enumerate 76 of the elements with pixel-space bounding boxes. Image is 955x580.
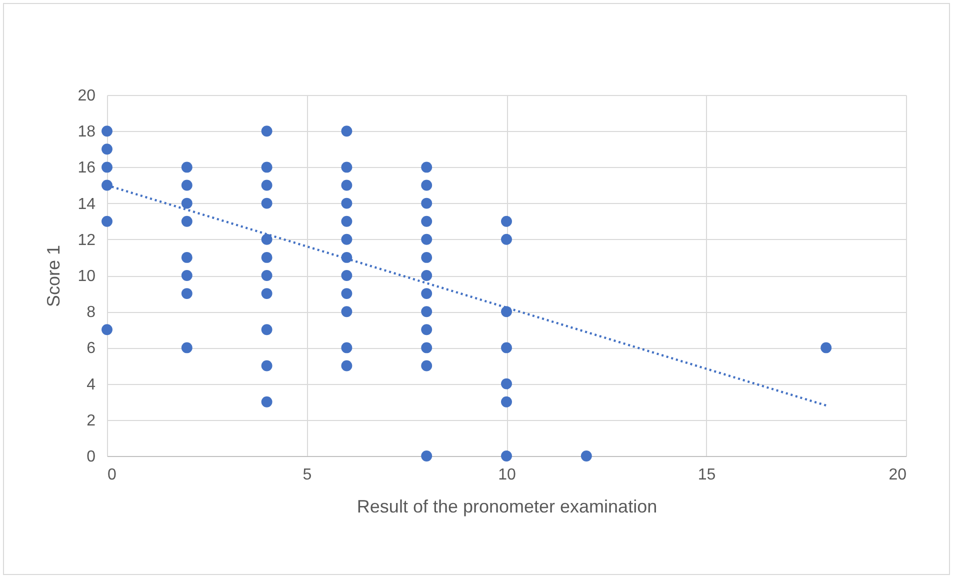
point — [261, 360, 272, 372]
point — [341, 198, 352, 209]
point — [421, 216, 432, 227]
point — [341, 234, 352, 245]
point — [501, 306, 512, 318]
point — [341, 360, 352, 372]
point — [421, 198, 432, 209]
y-tick-label: 10 — [78, 268, 96, 285]
point — [181, 342, 192, 354]
point — [341, 306, 352, 318]
point — [421, 252, 432, 263]
x-tick-label: 15 — [698, 466, 716, 484]
point — [102, 144, 112, 155]
point — [501, 234, 512, 245]
point — [102, 216, 112, 227]
point — [421, 360, 432, 372]
point — [501, 378, 512, 390]
y-tick-label: 4 — [86, 376, 96, 394]
x-axis-title: Result of the pronometer examination — [356, 496, 658, 516]
point — [820, 342, 832, 354]
point — [102, 180, 112, 191]
y-tick-label: 0 — [86, 448, 96, 466]
point — [102, 126, 112, 137]
point — [421, 180, 432, 191]
y-tick-label: 6 — [86, 340, 96, 358]
point — [421, 324, 432, 336]
point — [421, 270, 432, 281]
point — [341, 270, 352, 281]
y-tick-label: 8 — [86, 304, 96, 322]
point — [421, 234, 432, 245]
y-tick-label: 14 — [78, 196, 96, 213]
point — [261, 198, 272, 209]
point — [181, 252, 192, 263]
point — [261, 162, 272, 173]
point — [341, 288, 352, 300]
point — [421, 288, 432, 300]
point — [421, 342, 432, 354]
point — [181, 180, 192, 191]
point — [181, 270, 192, 281]
x-tick-label: 20 — [888, 466, 907, 484]
point — [261, 288, 272, 300]
point — [261, 396, 272, 408]
point — [421, 306, 432, 318]
x-tick-label: 0 — [108, 466, 116, 484]
point — [261, 324, 272, 336]
point — [501, 396, 512, 408]
point — [421, 162, 432, 173]
point — [102, 162, 112, 173]
point — [102, 324, 112, 336]
point — [261, 234, 272, 245]
y-tick-label: 16 — [78, 160, 96, 177]
point — [181, 288, 192, 300]
x-tick-label: 10 — [498, 466, 516, 484]
y-tick-label: 20 — [78, 88, 96, 104]
point — [181, 162, 192, 173]
point — [501, 450, 512, 462]
y-tick-label: 18 — [78, 124, 96, 141]
point — [261, 126, 272, 137]
point — [421, 450, 432, 462]
point — [580, 450, 592, 462]
point — [501, 342, 512, 354]
y-axis-title: Score 1 — [44, 244, 64, 308]
y-tick-label: 12 — [78, 232, 96, 249]
point — [341, 162, 352, 173]
point — [181, 216, 192, 227]
point — [501, 216, 512, 227]
point — [261, 180, 272, 191]
point — [341, 342, 352, 354]
point — [261, 270, 272, 281]
point — [181, 198, 192, 209]
y-tick-label: 2 — [86, 412, 96, 430]
point — [341, 180, 352, 191]
point — [261, 252, 272, 263]
point — [341, 216, 352, 227]
point — [341, 126, 352, 137]
x-tick-label: 5 — [302, 466, 312, 484]
